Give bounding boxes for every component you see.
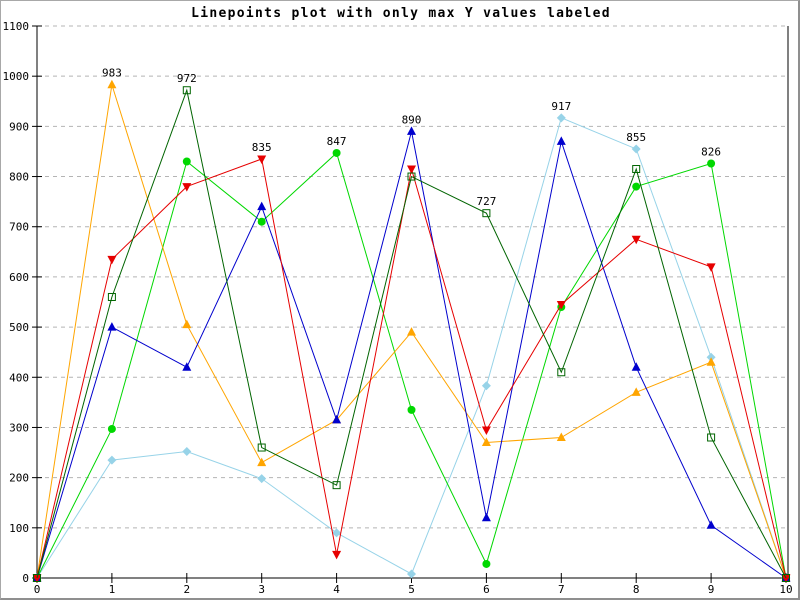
y-tick-label-600: 600: [9, 271, 29, 284]
series-marker-lightblue-x8: [631, 144, 641, 154]
series-marker-blue-x4: [332, 414, 342, 424]
series-marker-darkgreen-x6: [482, 209, 491, 218]
x-tick-label-0: 0: [34, 583, 41, 596]
chart-title: Linepoints plot with only max Y values l…: [191, 6, 611, 21]
series-marker-lightblue-x3: [257, 474, 267, 484]
max-value-label-x7: 917: [551, 100, 571, 113]
series-marker-darkgreen-x8: [632, 165, 641, 174]
series-marker-lightblue-x5: [407, 569, 416, 579]
x-tick-label-9: 9: [708, 583, 715, 596]
series-marker-red-x1: [107, 255, 117, 265]
y-tick-label-0: 0: [22, 572, 29, 585]
series-marker-green-x6: [482, 559, 491, 568]
max-value-label-x2: 972: [177, 72, 197, 85]
y-tick-label-400: 400: [9, 371, 29, 384]
series-marker-orange-x3: [257, 457, 267, 467]
series-marker-red-x5: [407, 165, 416, 175]
max-value-label-x3: 835: [252, 141, 272, 154]
series-marker-red-x0: [32, 574, 42, 583]
max-value-label-x5: 890: [402, 113, 422, 126]
series-marker-darkgreen-x4: [332, 481, 341, 490]
series-line-darkgreen: [36, 88, 787, 579]
x-tick-label-7: 7: [558, 583, 565, 596]
series-marker-red-x2: [182, 183, 192, 192]
y-tick-label-200: 200: [9, 472, 29, 485]
series-marker-orange-x1: [107, 79, 117, 89]
series-marker-blue-x5: [407, 126, 416, 135]
max-value-label-x6: 727: [476, 195, 496, 208]
series-marker-blue-x9: [706, 520, 716, 529]
series-marker-red-x4: [332, 550, 342, 560]
series-marker-red-x3: [257, 155, 267, 164]
series-marker-darkgreen-x3: [257, 443, 266, 452]
series-line-green: [36, 152, 787, 579]
series-marker-green-x5: [407, 405, 416, 414]
series-line-blue: [36, 131, 787, 579]
series-line-lightblue: [36, 117, 787, 579]
x-tick-label-5: 5: [408, 583, 415, 596]
series-marker-lightblue-x7: [556, 113, 566, 123]
y-tick-label-1000: 1000: [3, 70, 30, 83]
series-marker-blue-x1: [107, 322, 117, 331]
series-marker-orange-x9: [706, 357, 716, 366]
series-marker-green-x9: [707, 159, 716, 168]
x-tick-label-3: 3: [258, 583, 265, 596]
max-value-label-x1: 983: [102, 67, 122, 80]
series-marker-darkgreen-x5: [407, 172, 416, 181]
x-tick-label-4: 4: [333, 583, 340, 596]
series-marker-orange-x5: [407, 327, 416, 336]
series-marker-green-x1: [107, 424, 116, 433]
y-tick-label-1100: 1100: [3, 20, 30, 33]
series-marker-darkgreen-x2: [182, 86, 191, 95]
x-tick-label-1: 1: [109, 583, 116, 596]
series-marker-lightblue-x2: [182, 447, 192, 457]
max-value-label-x8: 855: [626, 131, 646, 144]
series-line-red: [36, 158, 787, 579]
y-tick-label-800: 800: [9, 171, 29, 184]
y-tick-label-500: 500: [9, 321, 29, 334]
series-marker-lightblue-x4: [332, 528, 342, 538]
y-tick-label-900: 900: [9, 120, 29, 133]
series-marker-red-x8: [631, 235, 641, 245]
series-marker-blue-x6: [481, 512, 491, 522]
series-marker-orange-x2: [182, 319, 192, 329]
x-tick-label-8: 8: [633, 583, 640, 596]
series-marker-orange-x8: [631, 387, 641, 396]
series-marker-green-x8: [632, 182, 641, 191]
y-tick-label-100: 100: [9, 522, 29, 535]
series-marker-lightblue-x9: [706, 352, 716, 362]
max-value-label-x9: 826: [701, 145, 721, 158]
series-marker-lightblue-x6: [481, 381, 491, 391]
series-marker-red-x9: [706, 263, 716, 272]
series-marker-red-x7: [556, 301, 566, 310]
series-marker-lightblue-x1: [107, 455, 117, 465]
series-marker-green-x2: [182, 157, 191, 166]
series-marker-orange-x6: [481, 437, 491, 447]
series-marker-darkgreen-x0: [33, 574, 41, 582]
series-marker-red-x10: [781, 574, 791, 583]
max-value-label-x4: 847: [327, 135, 347, 148]
x-tick-label-2: 2: [183, 583, 190, 596]
series-marker-darkgreen-x7: [557, 368, 566, 377]
series-marker-darkgreen-x1: [107, 292, 116, 301]
series-marker-blue-x8: [631, 362, 641, 371]
x-tick-label-10: 10: [779, 583, 792, 596]
series-marker-orange-x7: [556, 432, 566, 441]
series-marker-blue-x3: [257, 201, 267, 211]
series-marker-darkgreen-x10: [782, 574, 790, 582]
series-marker-blue-x7: [556, 136, 566, 145]
series-marker-green-x3: [257, 217, 266, 226]
series-marker-blue-x2: [182, 362, 192, 371]
series-marker-darkgreen-x9: [707, 433, 716, 442]
y-tick-label-700: 700: [9, 221, 29, 234]
x-tick-label-6: 6: [483, 583, 490, 596]
series-marker-green-x4: [332, 148, 341, 157]
series-marker-red-x6: [481, 426, 491, 435]
y-tick-label-300: 300: [9, 421, 29, 434]
